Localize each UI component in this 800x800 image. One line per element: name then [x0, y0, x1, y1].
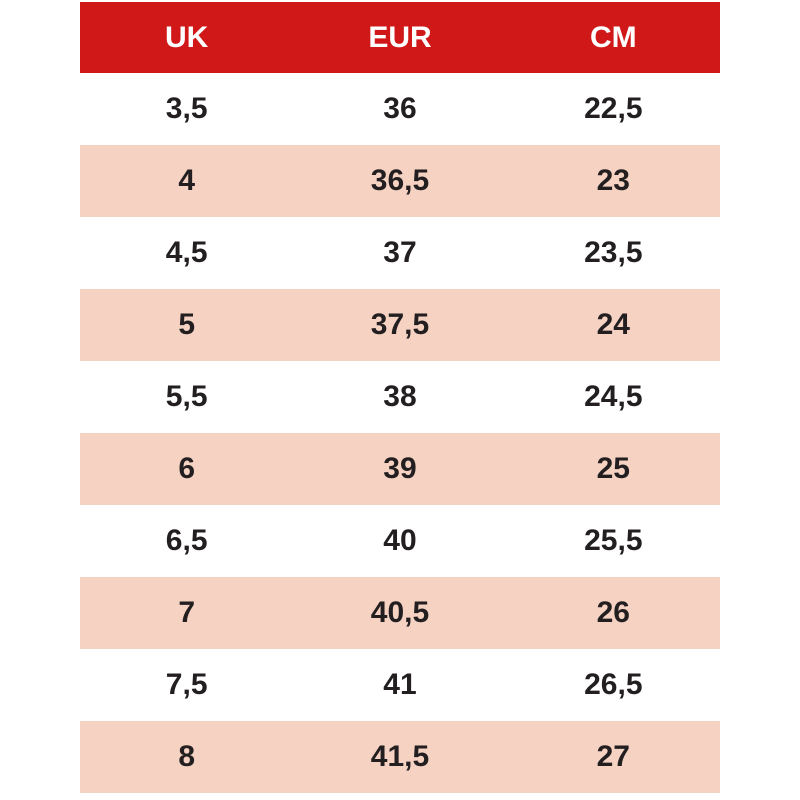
cell-eur: 41	[383, 668, 417, 701]
shoe-size-conversion-table: UK EUR CM 3,5 36 22,5 4 36,5 23 4,5 37 2…	[80, 2, 720, 793]
cell-eur: 36	[383, 92, 417, 125]
table-row: 6 39 25	[80, 433, 720, 505]
table-header-row: UK EUR CM	[80, 2, 720, 73]
table-row: 7,5 41 26,5	[80, 649, 720, 721]
cell-cm: 24,5	[584, 380, 643, 413]
table-body: 3,5 36 22,5 4 36,5 23 4,5 37 23,5 5 37,5…	[80, 73, 720, 793]
cell-uk: 4,5	[165, 236, 208, 269]
cell-eur: 40,5	[370, 596, 430, 629]
cell-cm: 23,5	[584, 236, 643, 269]
cell-cm: 26,5	[584, 668, 643, 701]
cell-eur: 36,5	[370, 164, 430, 197]
cell-cm: 25	[596, 452, 630, 485]
cell-eur: 39	[383, 452, 417, 485]
table-row: 4,5 37 23,5	[80, 217, 720, 289]
column-header-cm: CM	[589, 20, 637, 54]
cell-eur: 37	[383, 236, 417, 269]
cell-cm: 25,5	[584, 524, 643, 557]
cell-uk: 4	[178, 164, 195, 197]
cell-cm: 22,5	[584, 92, 643, 125]
column-header-eur: EUR	[368, 20, 432, 54]
cell-cm: 23	[596, 164, 630, 197]
cell-uk: 5	[178, 308, 195, 341]
column-header-uk: UK	[164, 20, 209, 54]
cell-uk: 7,5	[165, 668, 208, 701]
cell-uk: 3,5	[165, 92, 208, 125]
cell-uk: 5,5	[165, 380, 208, 413]
cell-uk: 8	[178, 740, 195, 773]
cell-uk: 6,5	[165, 524, 208, 557]
table-row: 7 40,5 26	[80, 577, 720, 649]
table-row: 6,5 40 25,5	[80, 505, 720, 577]
table-row: 3,5 36 22,5	[80, 73, 720, 145]
cell-cm: 26	[596, 596, 630, 629]
table-row: 8 41,5 27	[80, 721, 720, 793]
table-row: 4 36,5 23	[80, 145, 720, 217]
cell-uk: 7	[178, 596, 195, 629]
cell-cm: 27	[596, 740, 630, 773]
cell-eur: 37,5	[370, 308, 430, 341]
cell-cm: 24	[596, 308, 630, 341]
cell-uk: 6	[178, 452, 195, 485]
table-row: 5,5 38 24,5	[80, 361, 720, 433]
table-row: 5 37,5 24	[80, 289, 720, 361]
cell-eur: 40	[383, 524, 417, 557]
cell-eur: 41,5	[370, 740, 430, 773]
cell-eur: 38	[383, 380, 417, 413]
